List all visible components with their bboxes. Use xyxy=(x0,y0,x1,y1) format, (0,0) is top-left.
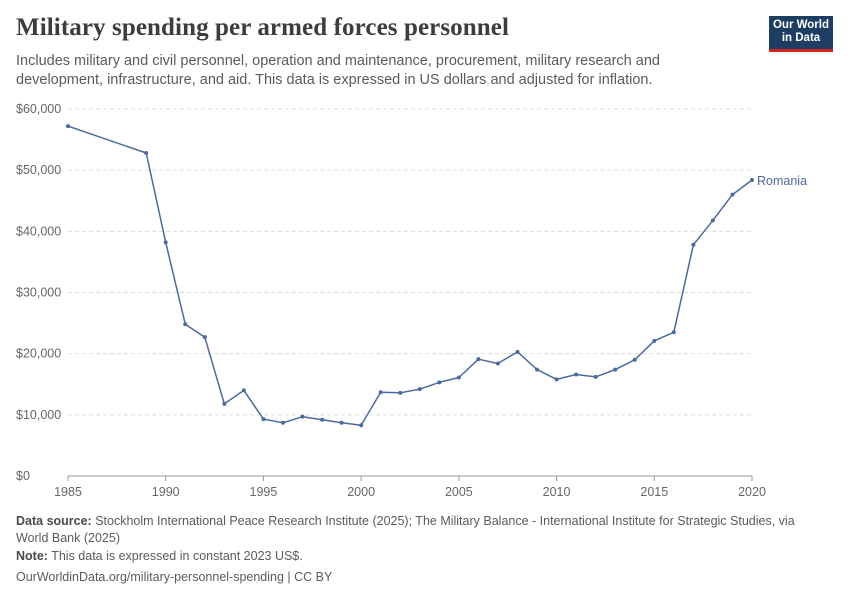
data-point xyxy=(339,420,344,425)
data-point xyxy=(750,177,754,182)
y-tick-label: $30,000 xyxy=(16,286,61,300)
data-point xyxy=(261,417,266,422)
y-tick-label: $0 xyxy=(16,469,30,483)
x-tick-label: 1990 xyxy=(152,485,180,499)
data-point xyxy=(554,377,559,382)
data-point xyxy=(320,417,325,422)
y-tick-label: $20,000 xyxy=(16,347,61,361)
data-point xyxy=(456,375,461,380)
data-point xyxy=(222,401,227,406)
chart-subtitle: Includes military and civil personnel, o… xyxy=(16,53,660,88)
data-point xyxy=(593,374,598,379)
note-value: This data is expressed in constant 2023 … xyxy=(51,549,303,563)
y-axis-ticks: $0 $10,000 $20,000 $30,000 $40,000 $50,000 $60… xyxy=(16,102,61,483)
data-point xyxy=(280,420,285,425)
data-point xyxy=(163,240,168,245)
data-point xyxy=(378,390,383,395)
x-tick-label: 2005 xyxy=(445,485,473,499)
data-point xyxy=(632,357,637,362)
line-chart: $0 $10,000 $20,000 $30,000 $40,000 $50,000 $60… xyxy=(16,102,807,499)
data-point xyxy=(476,357,481,362)
data-point xyxy=(710,218,715,223)
owid-logo[interactable]: Our World in Data xyxy=(769,16,833,52)
note-text: Note: This data is expressed in constant… xyxy=(16,548,826,565)
data-point xyxy=(671,330,676,335)
y-tick-label: $50,000 xyxy=(16,163,61,177)
data-point xyxy=(574,372,579,377)
data-point xyxy=(300,414,305,419)
grid-lines xyxy=(68,108,752,416)
chart-title: Military spending per armed forces perso… xyxy=(16,14,510,41)
y-tick-label: $10,000 xyxy=(16,408,61,422)
x-tick-label: 2010 xyxy=(543,485,571,499)
data-source-value: Stockholm International Peace Research I… xyxy=(16,514,795,545)
x-axis: 1985 1990 1995 2000 2005 2010 2015 2020 xyxy=(54,475,766,499)
source-url-link[interactable]: OurWorldinData.org/military-personnel-sp… xyxy=(16,570,333,584)
data-point xyxy=(535,367,540,372)
data-point xyxy=(515,349,520,354)
data-point xyxy=(144,151,149,156)
data-point xyxy=(202,335,207,340)
data-point xyxy=(613,367,618,372)
x-tick-label: 2000 xyxy=(347,485,375,499)
logo-line-1: Our World xyxy=(772,19,829,31)
logo-line-2: in Data xyxy=(781,32,821,44)
data-point xyxy=(241,388,246,393)
data-point xyxy=(398,390,403,395)
x-tick-label: 1995 xyxy=(250,485,278,499)
data-point xyxy=(183,322,188,327)
note-label: Note: xyxy=(16,549,48,563)
series-label: Romania xyxy=(757,174,807,188)
series-line-romania xyxy=(67,125,753,426)
data-point xyxy=(652,338,657,343)
x-tick-label: 2020 xyxy=(738,485,766,499)
series-layer: Romania xyxy=(66,124,807,428)
data-source-label: Data source: xyxy=(16,514,92,528)
y-tick-label: $40,000 xyxy=(16,224,61,238)
data-point xyxy=(730,192,735,197)
data-point xyxy=(495,361,500,366)
data-point xyxy=(691,242,696,247)
y-tick-label: $60,000 xyxy=(16,102,61,116)
x-tick-label: 1985 xyxy=(54,485,82,499)
data-point xyxy=(66,124,70,129)
data-point xyxy=(417,387,422,392)
data-point xyxy=(359,423,364,428)
x-tick-label: 2015 xyxy=(640,485,668,499)
data-source-text: Data source: Stockholm International Pea… xyxy=(16,513,826,547)
data-point xyxy=(437,380,442,385)
